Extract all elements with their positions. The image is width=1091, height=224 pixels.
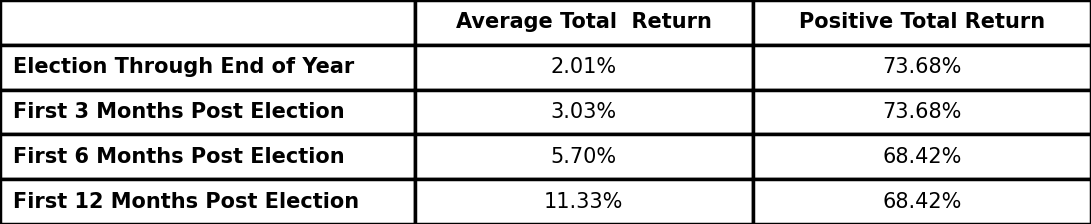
Bar (0, 134, 415, 179)
Bar (753, 0, 1091, 45)
Text: Election Through End of Year: Election Through End of Year (13, 57, 355, 77)
Bar (415, 179, 753, 224)
Text: 11.33%: 11.33% (544, 192, 623, 212)
Bar (0, 90, 415, 134)
Text: 68.42%: 68.42% (883, 192, 961, 212)
Text: Positive Total Return: Positive Total Return (799, 12, 1045, 32)
Bar (753, 90, 1091, 134)
Bar (753, 45, 1091, 90)
Bar (753, 134, 1091, 179)
Bar (415, 45, 753, 90)
Text: 5.70%: 5.70% (551, 147, 616, 167)
Text: 73.68%: 73.68% (883, 102, 961, 122)
Bar (0, 0, 415, 45)
Text: First 6 Months Post Election: First 6 Months Post Election (13, 147, 345, 167)
Text: Average Total  Return: Average Total Return (456, 12, 711, 32)
Bar (415, 0, 753, 45)
Bar (415, 134, 753, 179)
Text: 2.01%: 2.01% (551, 57, 616, 77)
Bar (753, 179, 1091, 224)
Text: 3.03%: 3.03% (551, 102, 616, 122)
Bar (0, 45, 415, 90)
Bar (0, 179, 415, 224)
Text: 68.42%: 68.42% (883, 147, 961, 167)
Text: First 12 Months Post Election: First 12 Months Post Election (13, 192, 359, 212)
Text: 73.68%: 73.68% (883, 57, 961, 77)
Bar (415, 90, 753, 134)
Text: First 3 Months Post Election: First 3 Months Post Election (13, 102, 345, 122)
